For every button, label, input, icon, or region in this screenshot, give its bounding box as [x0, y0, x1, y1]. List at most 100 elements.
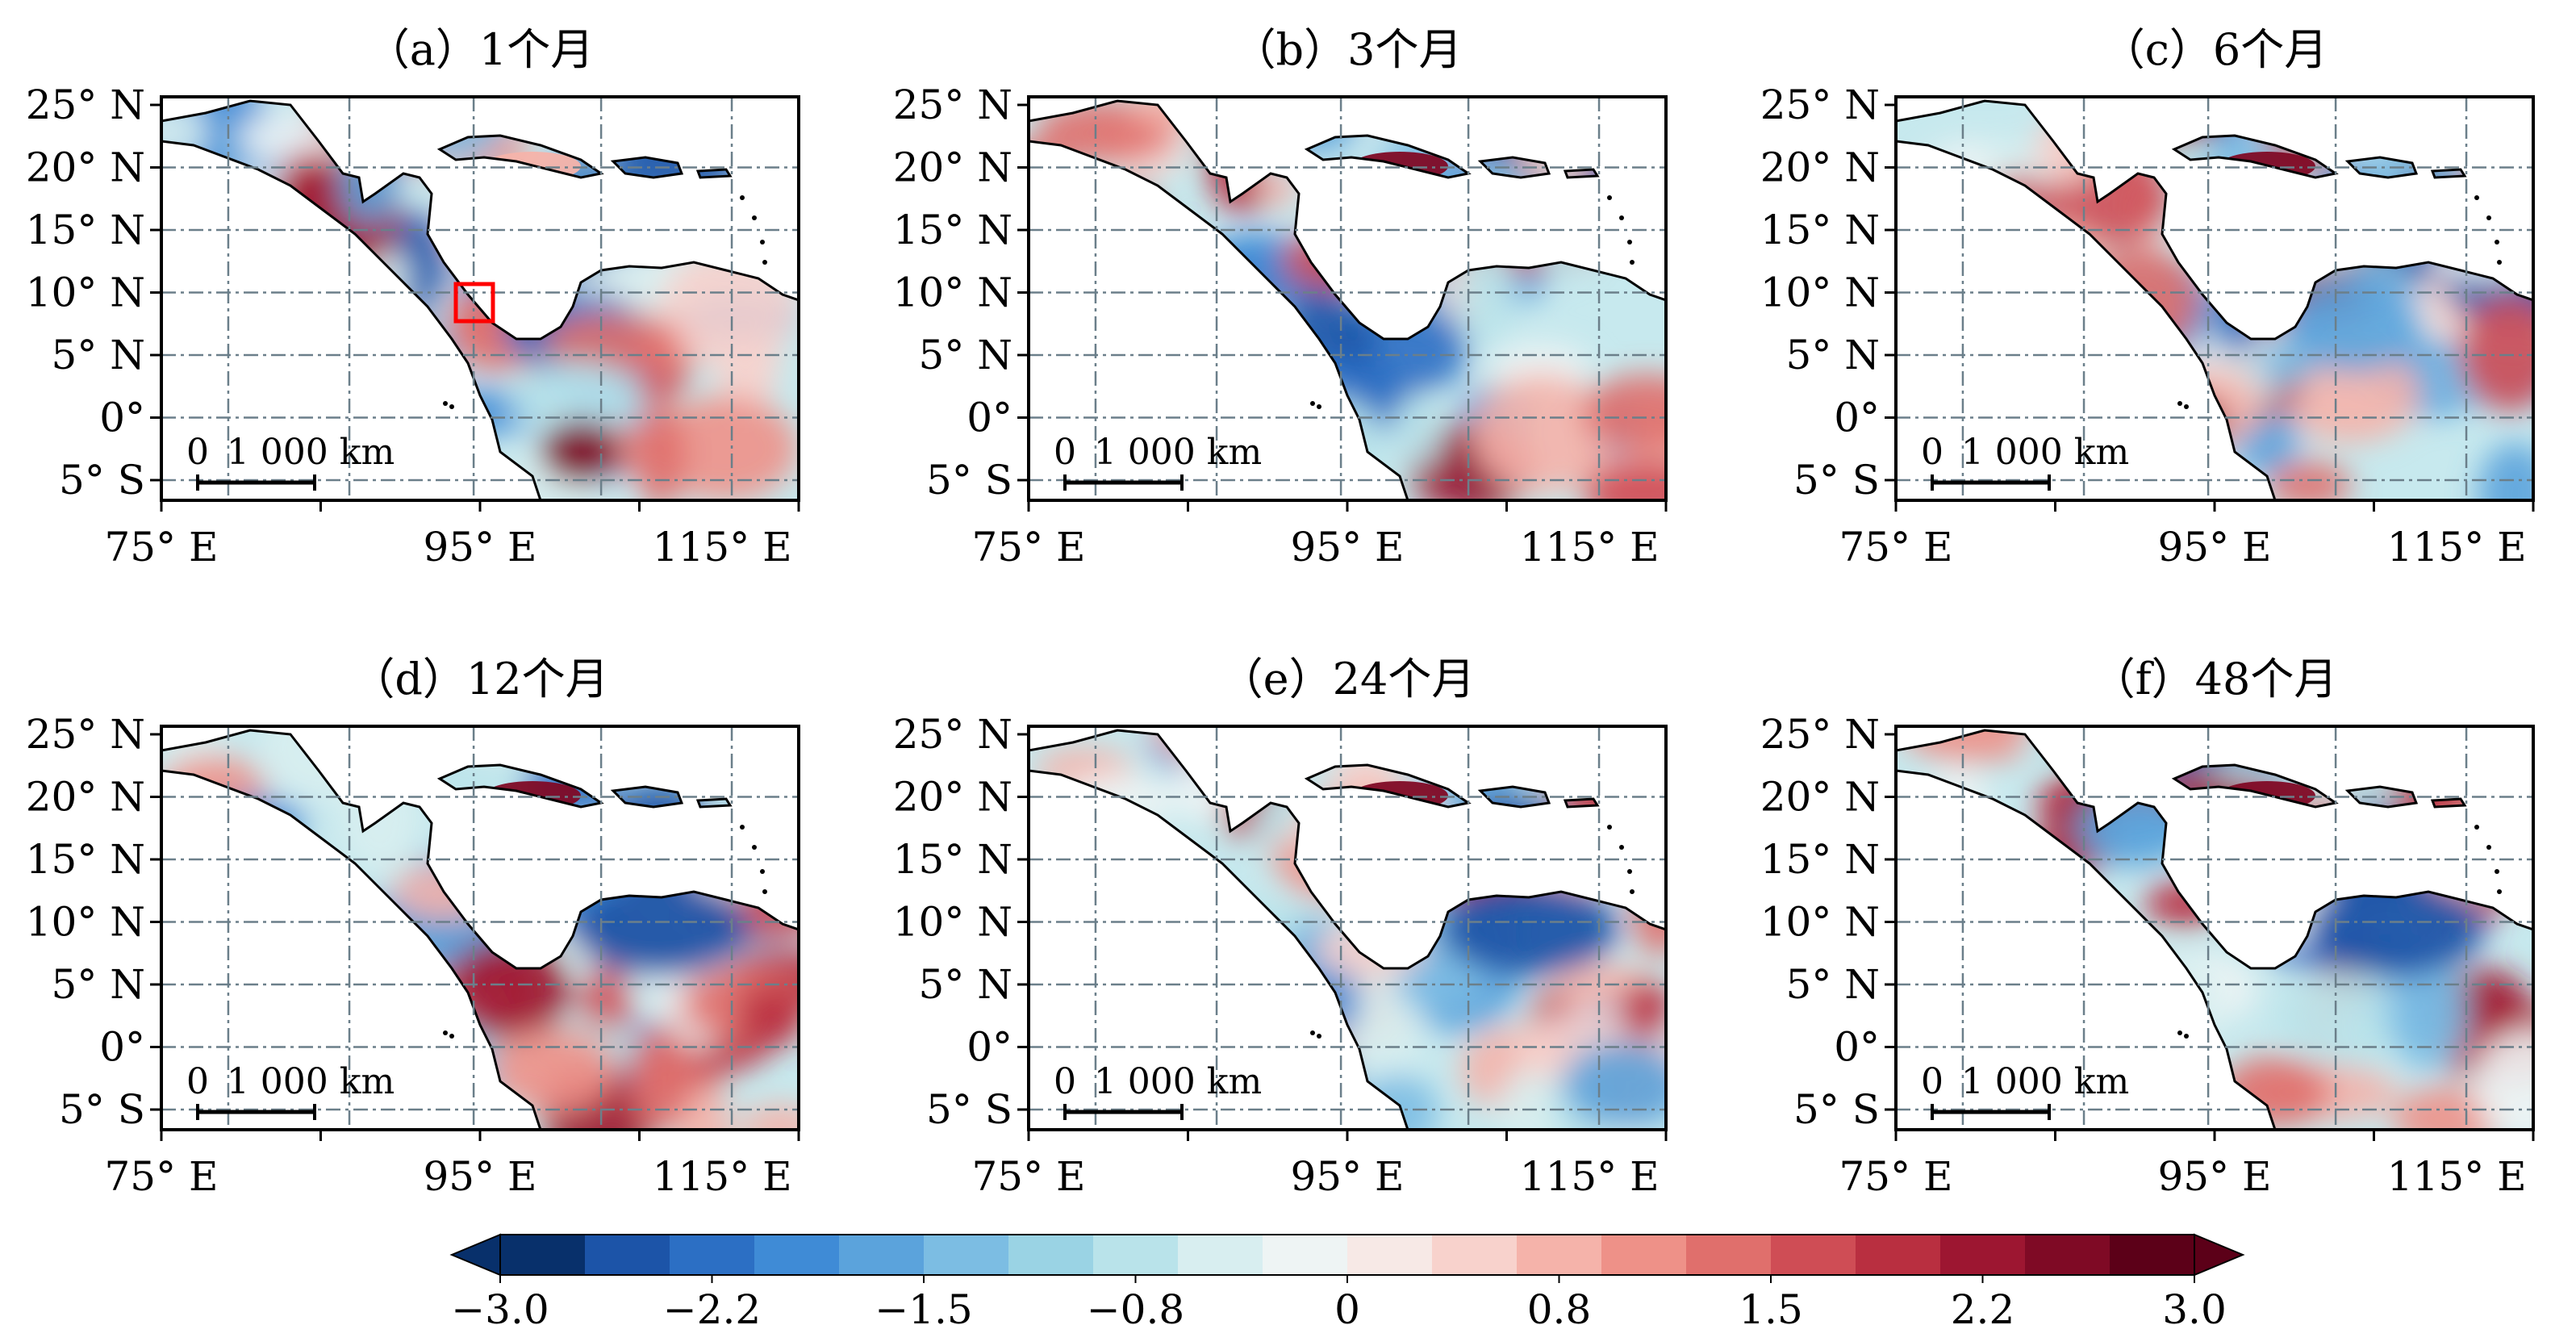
svg-text:0: 0	[1054, 1061, 1076, 1102]
lat-tick-label: 20° N	[1760, 774, 1880, 821]
panel-title: （b）3个月	[1233, 24, 1463, 75]
colorbar-segment	[839, 1235, 925, 1275]
colorbar-tick-label: −0.8	[1087, 1286, 1184, 1325]
lon-tick-label: 95° E	[423, 524, 536, 571]
lon-tick-label: 115° E	[653, 524, 792, 571]
coastline	[1896, 729, 2533, 1130]
lat-tick-label: 0°	[967, 395, 1012, 441]
colorbar-tick-label: 1.5	[1739, 1286, 1803, 1325]
lon-tick-label: 95° E	[1290, 524, 1404, 571]
lat-tick-label: 0°	[99, 1024, 145, 1071]
map-panel-6: （f）48个月 25° N 20° N 15° N 10° N 5° N 0° 5° S 75°…	[1760, 654, 2535, 1200]
colorbar: −3.0 −2.2 −1.5 −0.8 0 0.8 1.5 2.2 3.0	[449, 1233, 2245, 1325]
graticule	[161, 97, 799, 500]
map-panel-4: （d）12个月 25° N 20° N 15° N 10° N 5° N 0° 5° S 75°…	[26, 654, 800, 1200]
colorbar-segment	[754, 1235, 840, 1275]
colorbar-segment	[1517, 1235, 1602, 1275]
colorbar-segment	[1686, 1235, 1772, 1275]
colorbar-segment	[1771, 1235, 1856, 1275]
map-panel-1: （a）1个月 25° N 20° N 15° N 10° N 5° N 0° 5° S 75° …	[26, 24, 800, 571]
colorbar-segment	[2110, 1235, 2195, 1275]
lon-tick-label: 75° E	[1839, 524, 1952, 571]
graticule	[1896, 97, 2533, 500]
lon-tick-label: 115° E	[1520, 524, 1660, 571]
svg-text:0: 0	[1054, 432, 1076, 473]
map-panel-2: （b）3个月 25° N 20° N 15° N 10° N 5° N 0° 5° S 75° …	[893, 24, 1668, 571]
lat-tick-label: 20° N	[1760, 144, 1880, 191]
scale-bar: 0 1 000 km	[1921, 1061, 2129, 1120]
colorbar-segment	[585, 1235, 670, 1275]
map-panel-3: （c）6个月 25° N 20° N 15° N 10° N 5° N 0° 5° S 75° …	[1760, 24, 2535, 571]
lat-tick-label: 0°	[99, 395, 145, 441]
panel-title: （e）24个月	[1220, 654, 1476, 704]
precip-anomaly-field	[161, 101, 799, 500]
svg-text:0: 0	[186, 1061, 209, 1102]
graticule	[1029, 726, 1666, 1130]
coastline	[161, 99, 799, 500]
svg-text:0: 0	[1921, 432, 1943, 473]
lat-tick-label: 5° N	[1786, 332, 1880, 378]
colorbar-segment	[1178, 1235, 1263, 1275]
colorbar-segment	[1093, 1235, 1179, 1275]
lat-tick-label: 5° N	[919, 961, 1012, 1008]
lat-tick-label: 0°	[1834, 395, 1880, 441]
panel-title: （c）6个月	[2102, 24, 2328, 75]
colorbar-segment	[2025, 1235, 2110, 1275]
colorbar-segment	[500, 1235, 586, 1275]
lat-tick-label: 20° N	[26, 774, 145, 821]
lon-tick-label: 95° E	[423, 1153, 536, 1200]
panel-title: （d）12个月	[351, 654, 608, 704]
colorbar-segment	[1263, 1235, 1348, 1275]
lat-tick-label: 20° N	[893, 774, 1012, 821]
lat-tick-label: 5° S	[926, 457, 1012, 504]
lat-tick-label: 10° N	[26, 270, 145, 316]
colorbar-tick-label: 3.0	[2162, 1286, 2227, 1325]
lat-tick-label: 25° N	[893, 711, 1012, 758]
lat-tick-label: 10° N	[26, 899, 145, 946]
colorbar-tick-label: −1.5	[875, 1286, 972, 1325]
colorbar-segment	[670, 1235, 755, 1275]
lon-tick-label: 115° E	[1520, 1153, 1660, 1200]
lat-tick-label: 25° N	[26, 711, 145, 758]
colorbar-segment	[1347, 1235, 1433, 1275]
scale-bar: 0 1 000 km	[1054, 1061, 1262, 1120]
colorbar-tick-label: 0.8	[1527, 1286, 1592, 1325]
lat-tick-label: 20° N	[26, 144, 145, 191]
lat-tick-label: 10° N	[893, 270, 1012, 316]
colorbar-segment	[1601, 1235, 1687, 1275]
panel-title: （a）1个月	[366, 24, 595, 75]
svg-text:1 000 km: 1 000 km	[1961, 1061, 2129, 1102]
lon-tick-label: 95° E	[1290, 1153, 1404, 1200]
coastline	[1029, 99, 1666, 500]
lat-tick-label: 5° S	[59, 457, 145, 504]
svg-text:1 000 km: 1 000 km	[1094, 432, 1262, 473]
colorbar-segment	[1432, 1235, 1518, 1275]
lat-tick-label: 5° S	[1793, 457, 1880, 504]
lat-tick-label: 25° N	[1760, 82, 1880, 128]
coastline	[161, 729, 799, 1130]
lat-tick-label: 5° S	[926, 1086, 1012, 1133]
lat-tick-label: 15° N	[26, 836, 145, 883]
lon-tick-label: 75° E	[104, 1153, 218, 1200]
lon-tick-label: 75° E	[971, 524, 1085, 571]
svg-text:0: 0	[1921, 1061, 1943, 1102]
lat-tick-label: 0°	[967, 1024, 1012, 1071]
svg-text:1 000 km: 1 000 km	[227, 432, 395, 473]
lat-tick-label: 10° N	[893, 899, 1012, 946]
colorbar-tick-label: 2.2	[1951, 1286, 2015, 1325]
lon-tick-label: 75° E	[1839, 1153, 1952, 1200]
lat-tick-label: 5° N	[52, 961, 145, 1008]
lon-tick-label: 95° E	[2157, 524, 2271, 571]
colorbar-tick-label: 0	[1334, 1286, 1360, 1325]
colorbar-segment	[1008, 1235, 1094, 1275]
svg-text:1 000 km: 1 000 km	[1961, 432, 2129, 473]
lon-tick-label: 115° E	[2387, 1153, 2527, 1200]
svg-text:1 000 km: 1 000 km	[227, 1061, 395, 1102]
svg-text:1 000 km: 1 000 km	[1094, 1061, 1262, 1102]
lat-tick-label: 15° N	[893, 836, 1012, 883]
svg-text:0: 0	[186, 432, 209, 473]
lat-tick-label: 15° N	[1760, 207, 1880, 253]
lon-tick-label: 95° E	[2157, 1153, 2271, 1200]
colorbar-tick-label: −2.2	[663, 1286, 761, 1325]
